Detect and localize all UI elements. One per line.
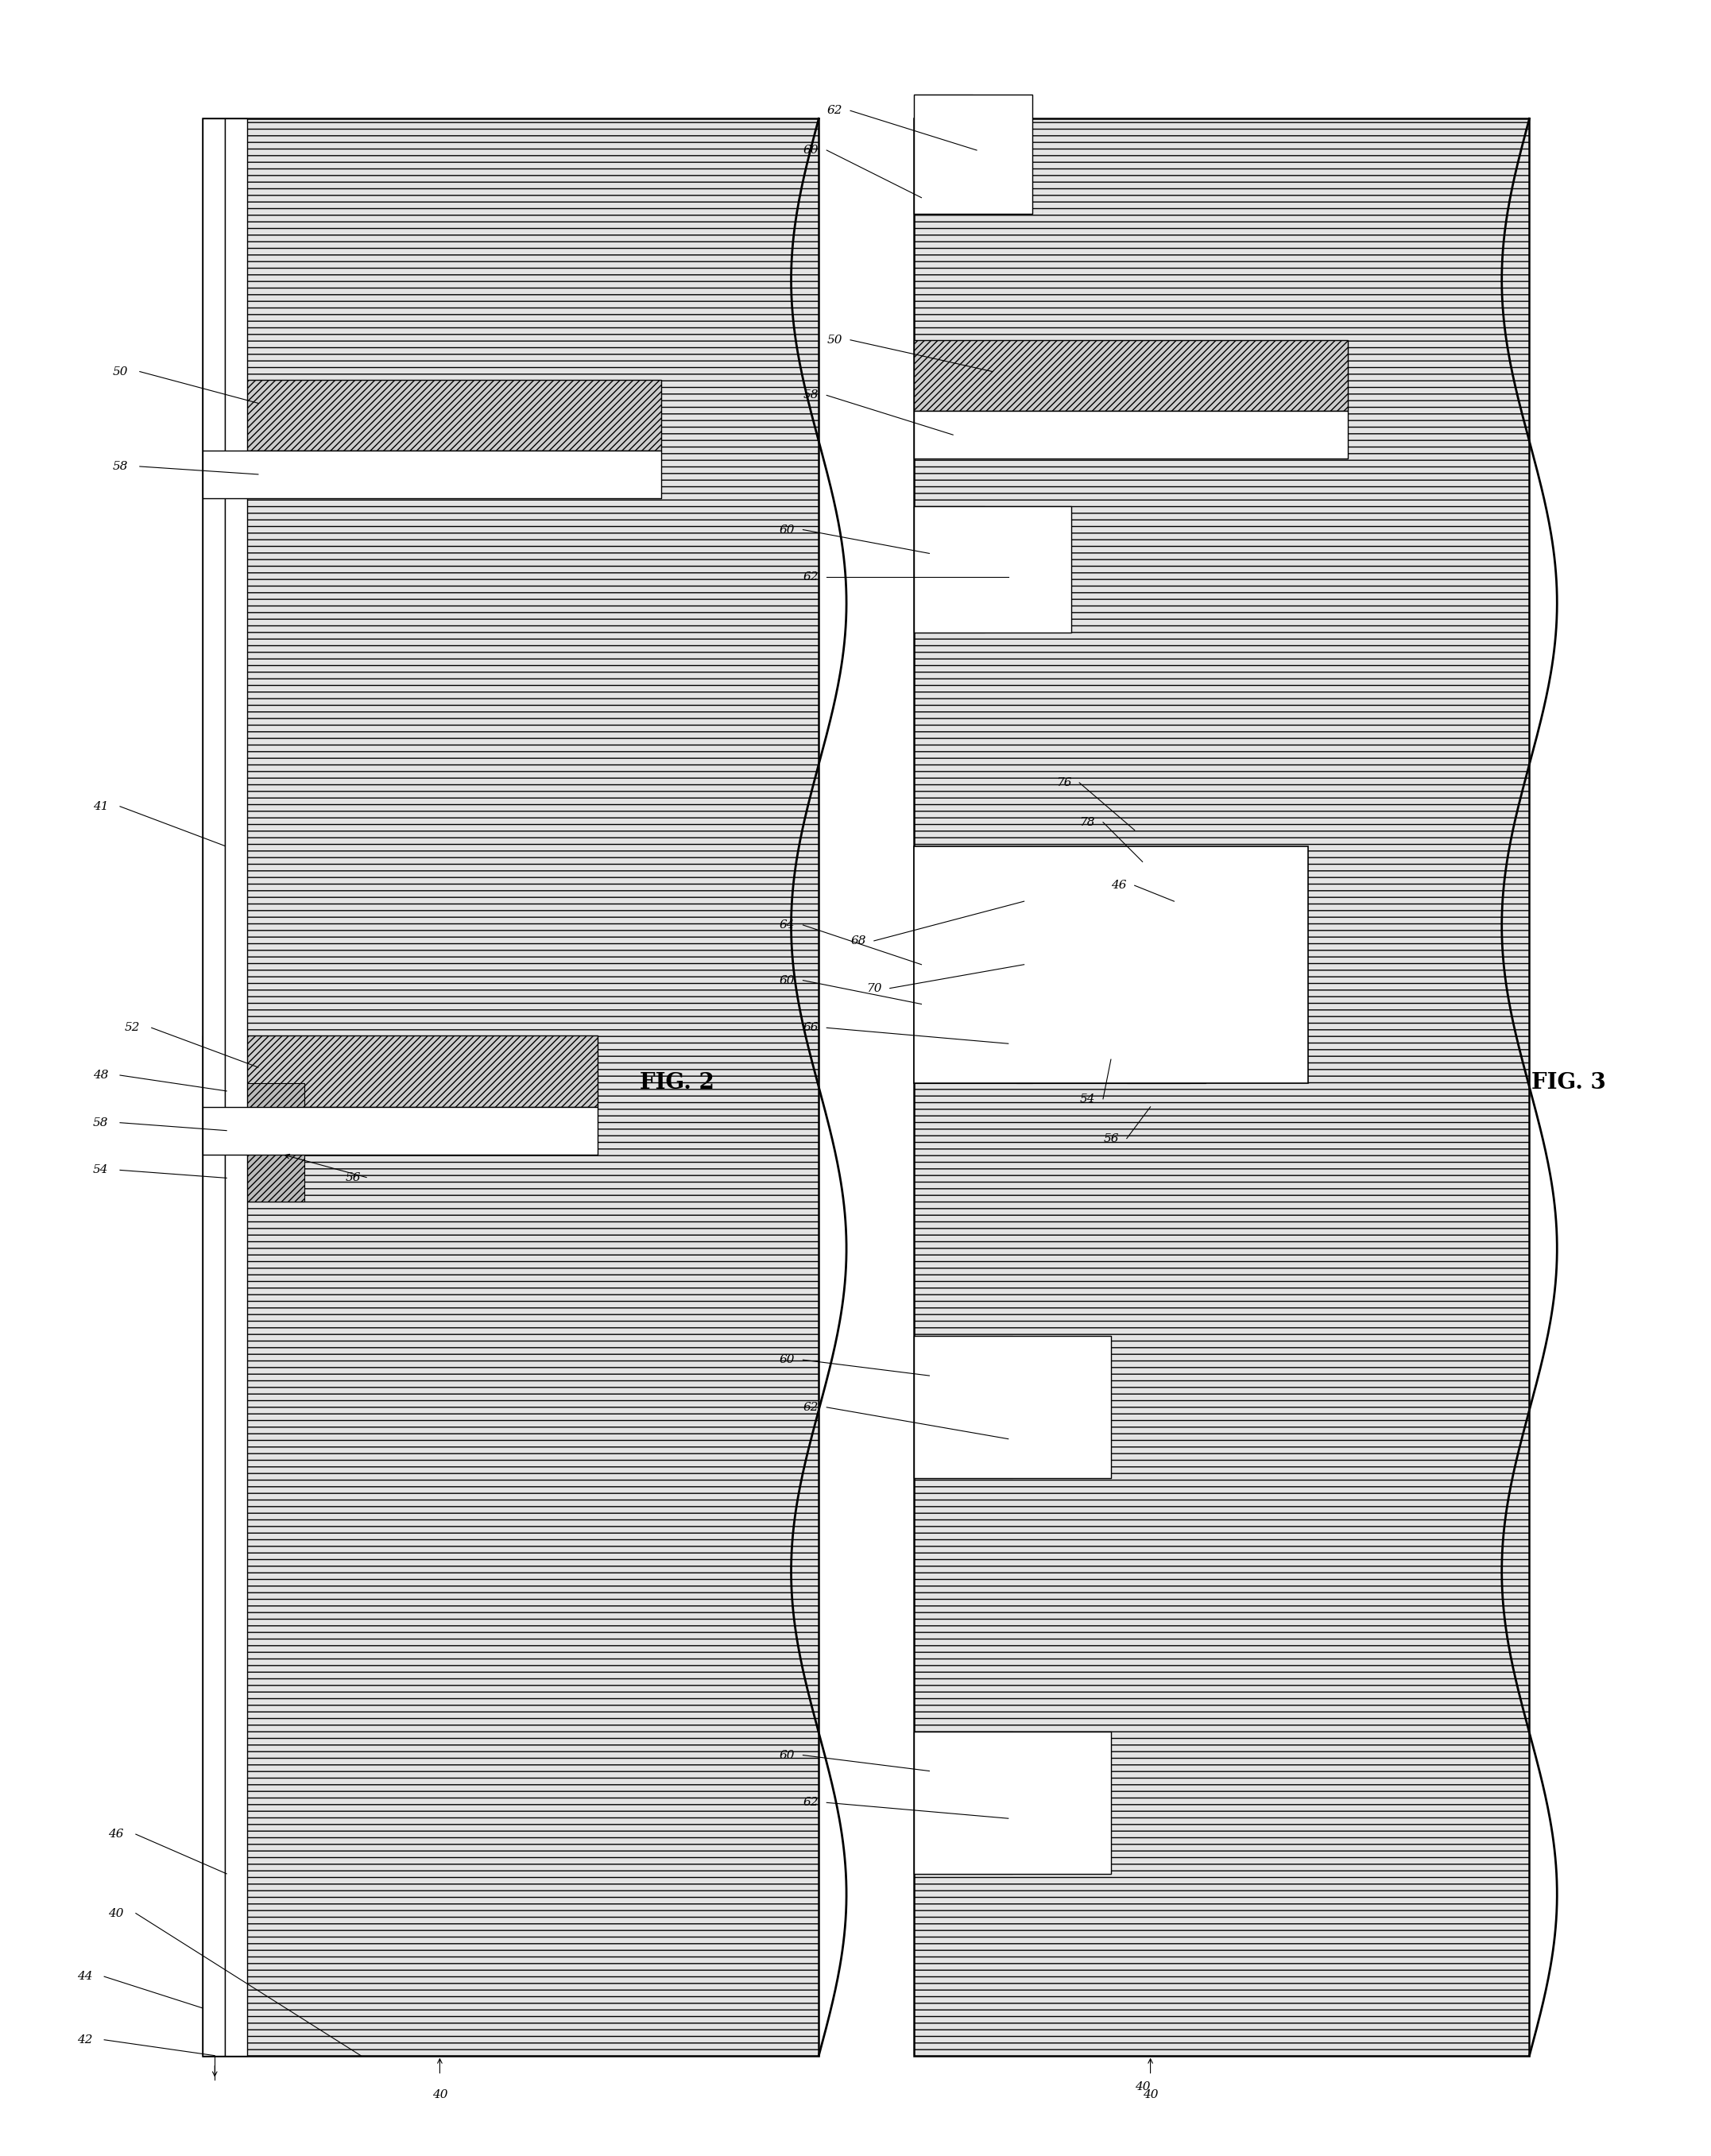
- Text: 40: 40: [1143, 2089, 1158, 2100]
- Bar: [1128, 886, 1206, 1082]
- Text: 60: 60: [780, 975, 796, 985]
- Bar: [204, 119, 820, 2055]
- Bar: [914, 845, 1032, 1082]
- Text: 60: 60: [780, 524, 796, 535]
- Bar: [1016, 964, 1189, 1082]
- Bar: [914, 341, 1348, 412]
- Text: 58: 58: [802, 390, 820, 401]
- Bar: [914, 95, 974, 213]
- Bar: [914, 1337, 1110, 1479]
- Text: 42: 42: [77, 2035, 92, 2046]
- Bar: [226, 119, 246, 2055]
- Text: FIG. 3: FIG. 3: [1531, 1072, 1607, 1093]
- Bar: [204, 379, 660, 451]
- Bar: [914, 119, 1530, 2055]
- Text: 46: 46: [108, 1828, 123, 1839]
- Text: 60: 60: [780, 1354, 796, 1365]
- Bar: [914, 1731, 1110, 1874]
- Text: 76: 76: [1056, 776, 1071, 789]
- Bar: [204, 1106, 597, 1153]
- Bar: [914, 95, 1032, 213]
- Bar: [914, 507, 984, 632]
- Bar: [914, 1731, 1013, 1874]
- Text: 40: 40: [433, 2089, 448, 2100]
- Text: FIG. 2: FIG. 2: [640, 1072, 713, 1093]
- Text: 50: 50: [826, 334, 842, 345]
- Text: 54: 54: [1080, 1093, 1095, 1104]
- Text: 44: 44: [77, 1971, 92, 1981]
- Text: 50: 50: [113, 367, 128, 377]
- Text: 40: 40: [1134, 2083, 1150, 2093]
- Text: 54: 54: [92, 1164, 108, 1175]
- Text: 68: 68: [850, 936, 866, 946]
- Text: 62: 62: [802, 571, 820, 582]
- Bar: [914, 412, 1348, 459]
- Text: 64: 64: [780, 918, 796, 931]
- Text: 62: 62: [802, 1401, 820, 1412]
- Text: 56: 56: [346, 1173, 361, 1184]
- Text: 58: 58: [113, 461, 128, 472]
- Text: 56: 56: [1104, 1132, 1119, 1145]
- Bar: [204, 1035, 597, 1106]
- Text: 52: 52: [125, 1022, 140, 1033]
- Text: 60: 60: [780, 1751, 796, 1761]
- Bar: [914, 845, 1309, 1082]
- Text: 46: 46: [1110, 880, 1128, 890]
- Bar: [914, 1337, 1013, 1479]
- Bar: [914, 507, 1071, 632]
- Text: 41: 41: [92, 800, 108, 813]
- Bar: [204, 451, 660, 498]
- Text: 40: 40: [108, 1908, 123, 1919]
- Text: 66: 66: [802, 1022, 820, 1033]
- Text: 62: 62: [802, 1798, 820, 1809]
- Text: 60: 60: [802, 144, 820, 155]
- Bar: [204, 119, 226, 2055]
- Text: 78: 78: [1080, 817, 1095, 828]
- Text: 48: 48: [92, 1069, 108, 1080]
- Text: 62: 62: [826, 106, 842, 116]
- Bar: [1016, 845, 1189, 925]
- Text: 58: 58: [92, 1117, 108, 1128]
- Text: 70: 70: [866, 983, 881, 994]
- Bar: [226, 1082, 305, 1201]
